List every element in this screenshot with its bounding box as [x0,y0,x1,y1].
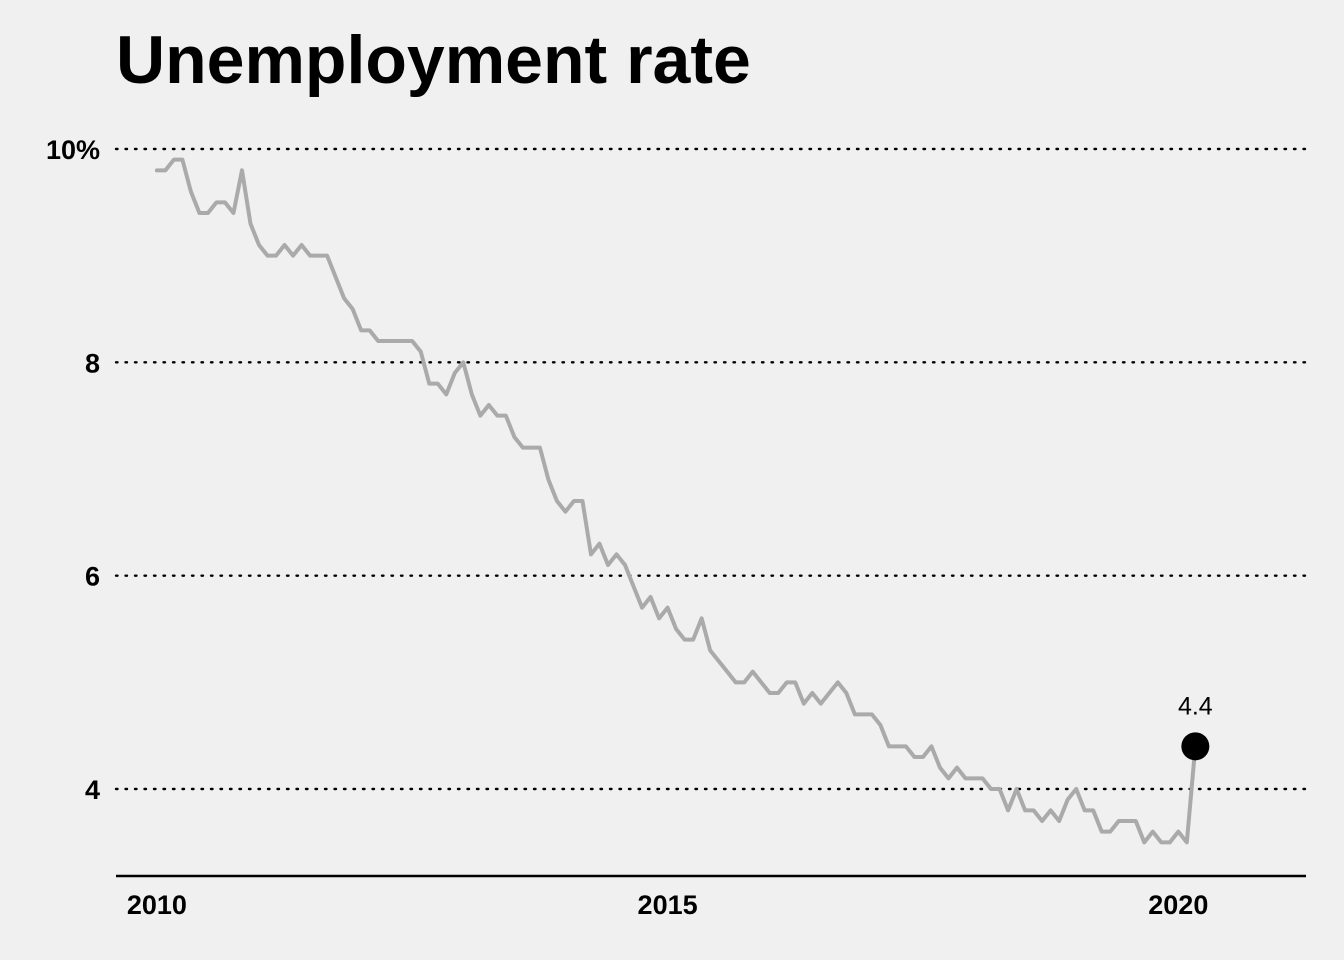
x-tick-label-2015: 2015 [638,890,698,920]
y-tick-label-6: 6 [85,562,100,592]
gridlines [114,147,1308,791]
y-tick-label-8: 8 [85,348,100,378]
highlight-value-label: 4.4 [1178,692,1213,720]
x-tick-label-2020: 2020 [1148,890,1208,920]
highlight-layer: 4.4 [1178,692,1213,761]
series-layer [154,157,1198,845]
chart-title: Unemployment rate [116,22,751,98]
y-tick-label-4: 4 [85,775,100,805]
highlight-point [1181,732,1210,761]
y-tick-label-10: 10% [46,135,100,165]
x-tick-label-2010: 2010 [127,890,187,920]
y-axis: 4 6 8 10% [46,135,100,805]
series-line-0 [154,157,1198,845]
x-axis: 2010 2015 2020 [116,874,1306,920]
